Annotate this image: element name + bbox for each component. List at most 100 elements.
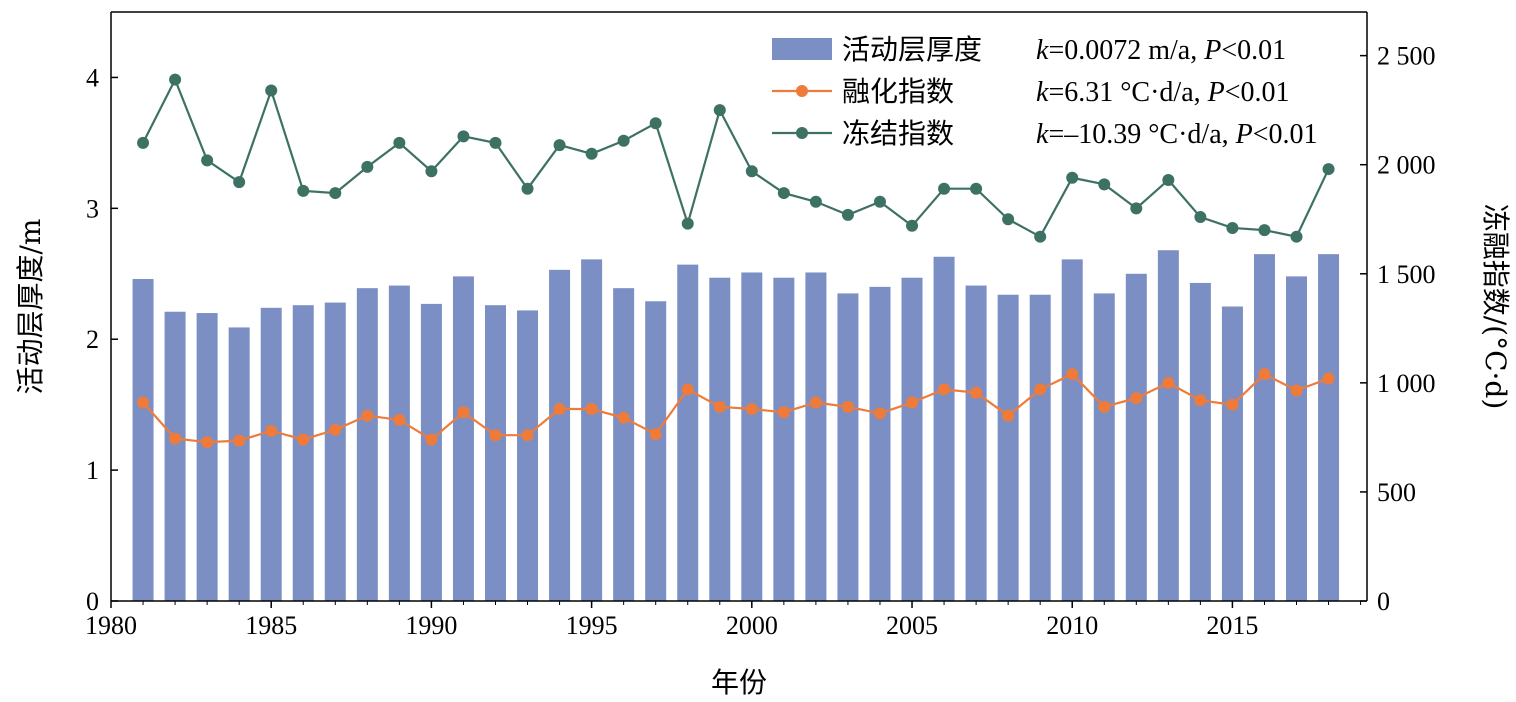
point [425,165,438,178]
point [1034,230,1047,243]
bar [228,327,250,601]
legend-stat-p-symbol: P [1203,35,1221,66]
bar [356,288,378,601]
point [681,383,694,396]
legend-label-freeze-index: 冻结指数 [842,117,954,150]
point [1002,213,1015,226]
point [521,182,534,195]
point [906,219,919,232]
point [809,396,822,409]
bar [549,269,571,601]
point [1066,368,1079,381]
point [745,403,758,416]
point [169,73,182,86]
point [1290,230,1303,243]
point [361,409,374,422]
point [1130,202,1143,215]
bar [1318,254,1340,601]
point [713,104,726,117]
y-axis-right-title: 冻融指数/(°C·d) [1479,204,1512,410]
y-left-tick-label: 1 [86,456,99,485]
point [906,396,919,409]
legend-stat-k-symbol: k [1036,119,1049,150]
point [1226,221,1239,234]
point [585,403,598,416]
point [1322,163,1335,176]
point [1002,409,1015,422]
legend-stat-k-value: =0.0072 m/a, [1048,35,1204,66]
point [553,139,566,152]
bar [933,256,955,601]
bar [1061,259,1083,601]
bar [517,310,539,601]
point [137,136,150,149]
point [970,182,983,195]
point [713,400,726,413]
legend-stat-p-value: <0.01 [1221,35,1286,66]
bar [997,294,1019,601]
point [873,195,886,208]
point [617,411,630,424]
point [265,84,278,97]
axes [110,11,1368,602]
point [457,406,470,419]
point [1034,383,1047,396]
bar [452,276,474,601]
y-right-tick-label: 2 500 [1377,42,1436,71]
point [489,429,502,442]
point [489,136,502,149]
legend-stat-p-value: <0.01 [1253,119,1318,150]
point [1162,376,1175,389]
point [1098,400,1111,413]
bar-series-active-layer [132,250,1340,601]
legend-stat-active-layer: k=0.0072 m/a, P<0.01 [1036,35,1286,66]
point [970,386,983,399]
y-right-tick-label: 1 000 [1377,369,1436,398]
ticks: 1980 1985 1990 1995 2000 2005 2010 2015 0 1 2 3 4 0 50… [85,42,1436,640]
point [1130,392,1143,405]
bar [132,279,154,601]
point [1194,394,1207,407]
y-left-tick-label: 0 [86,587,99,616]
y-left-tick-label: 3 [86,194,99,223]
legend-stat-p-symbol: P [1207,77,1225,108]
legend-label-active-layer: 活动层厚度 [842,33,982,66]
y-right-tick-label: 500 [1377,478,1416,507]
legend: 活动层厚度 k=0.0072 m/a, P<0.01 融化指数 k=6.31 °… [772,33,1318,150]
point [1322,372,1335,385]
bar [388,285,410,601]
point [1162,173,1175,186]
bar [260,307,282,601]
bar [1125,273,1147,601]
point [1194,211,1207,224]
legend-marker-freeze-index [796,127,808,139]
point [521,429,534,442]
bar [581,259,603,601]
point [1066,171,1079,184]
bar [773,277,795,601]
point [745,165,758,178]
point [361,160,374,173]
bar [1286,276,1308,601]
x-tick-label: 2005 [886,611,938,640]
point [137,396,150,409]
bar [1093,293,1115,601]
legend-stat-p-value: <0.01 [1225,77,1290,108]
bar [645,301,667,601]
point [649,428,662,441]
bar [613,288,635,601]
bar [1253,254,1275,601]
bar [965,285,987,601]
bar [901,277,923,601]
point [393,413,406,426]
bar [805,272,827,601]
line-series-group [137,73,1335,449]
legend-marker-thaw-index [796,85,808,97]
point [617,134,630,147]
point [873,407,886,420]
point [841,208,854,221]
point [938,182,951,195]
x-tick-label: 1995 [566,611,618,640]
bar [709,277,731,601]
